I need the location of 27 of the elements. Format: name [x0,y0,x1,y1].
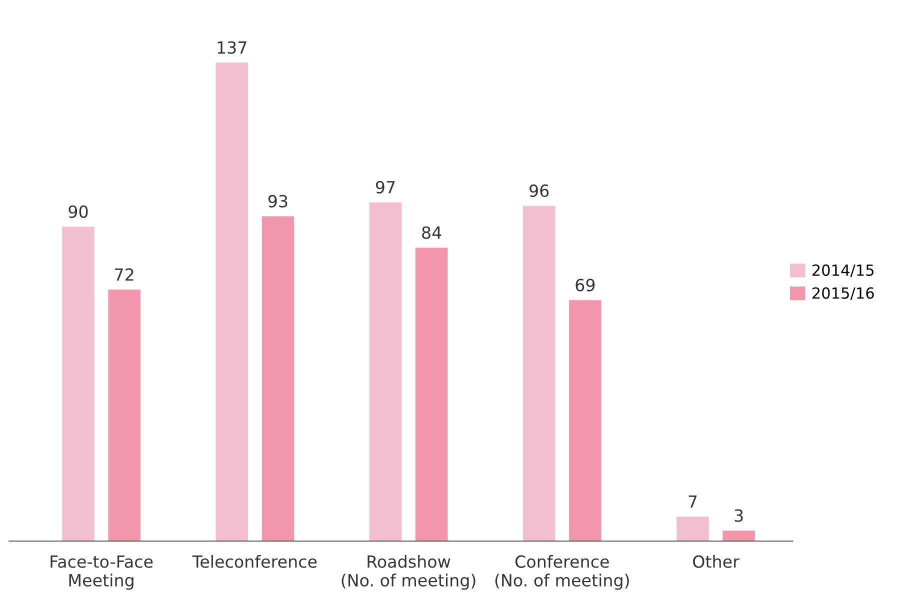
x-tick-label: Other [693,555,740,568]
data-label: 90 [68,205,88,218]
data-label: 69 [576,278,595,292]
data-label: 7 [688,495,697,508]
bar [676,516,709,542]
data-label: 72 [115,268,134,281]
data-label: 93 [268,194,288,208]
bar [369,202,402,542]
data-label: 3 [734,509,743,522]
bar [722,530,755,542]
x-tick-label: Conference (No. of meeting) [495,555,629,590]
bar [62,226,94,542]
legend-label: 2015/16 [812,287,874,300]
legend-label: 2014/15 [812,264,874,278]
data-label: 97 [376,180,395,194]
data-label: 96 [530,184,549,198]
x-tick-label: Roadshow (No. of meeting) [342,555,476,590]
bar [108,290,140,542]
bar [216,62,248,542]
bar [569,300,602,542]
bar [522,206,556,542]
data-label: 137 [218,41,246,54]
x-tick-label: Teleconference [192,555,317,568]
data-label: 84 [422,226,442,239]
x-tick-label: Face-to-Face Meeting [50,556,153,590]
bar [415,248,448,542]
bar [262,216,294,542]
